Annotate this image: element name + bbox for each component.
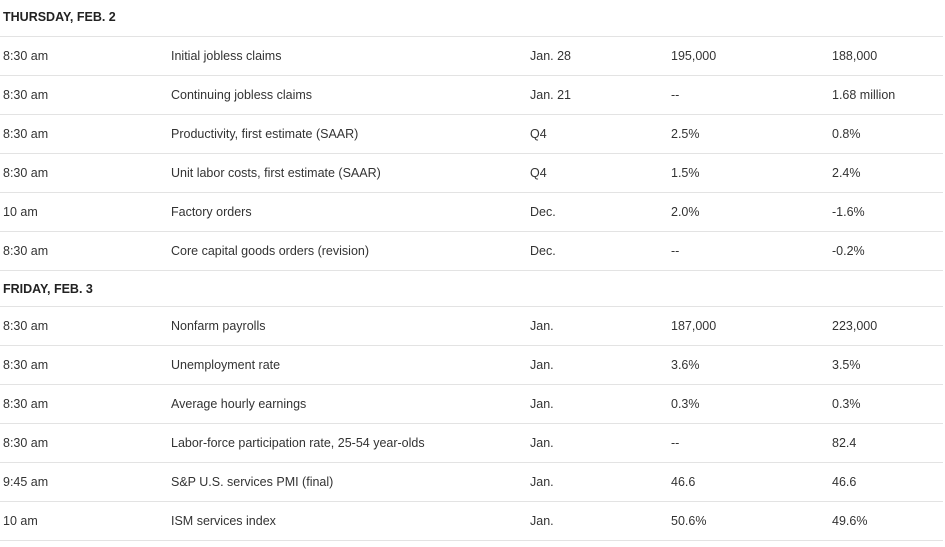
period-cell: Jan. [530, 475, 554, 489]
time-cell: 8:30 am [3, 166, 49, 180]
period-cell: Jan. [530, 514, 554, 528]
median-forecast-cell: 195,000 [671, 49, 717, 63]
period-cell: Dec. [530, 244, 556, 258]
time-cell: 8:30 am [3, 358, 49, 372]
period-cell: Q4 [530, 166, 547, 180]
previous-value-cell: 3.5% [832, 358, 861, 372]
median-forecast-cell: 0.3% [671, 397, 700, 411]
time-cell: 8:30 am [3, 244, 49, 258]
previous-value-cell: -0.2% [832, 244, 865, 258]
table-row: 8:30 am Continuing jobless claims Jan. 2… [0, 76, 943, 115]
day-header-friday: FRIDAY, FEB. 3 [0, 271, 943, 307]
report-cell: Factory orders [171, 205, 252, 219]
report-cell: Initial jobless claims [171, 49, 282, 63]
report-cell: Nonfarm payrolls [171, 319, 266, 333]
period-cell: Jan. [530, 397, 554, 411]
period-cell: Dec. [530, 205, 556, 219]
table-row: 8:30 am Productivity, first estimate (SA… [0, 115, 943, 154]
time-cell: 10 am [3, 514, 38, 528]
time-cell: 8:30 am [3, 319, 49, 333]
table-row: 8:30 am Core capital goods orders (revis… [0, 232, 943, 271]
report-cell: Unemployment rate [171, 358, 281, 372]
table-row: 10 am ISM services index Jan. 50.6% 49.6… [0, 502, 943, 541]
median-forecast-cell: 50.6% [671, 514, 707, 528]
previous-value-cell: 0.3% [832, 397, 861, 411]
report-cell: S&P U.S. services PMI (final) [171, 475, 334, 489]
time-cell: 8:30 am [3, 397, 49, 411]
report-cell: Continuing jobless claims [171, 88, 313, 102]
report-cell: Core capital goods orders (revision) [171, 244, 370, 258]
median-forecast-cell: 1.5% [671, 166, 700, 180]
table-row: 8:30 am Average hourly earnings Jan. 0.3… [0, 385, 943, 424]
previous-value-cell: 188,000 [832, 49, 878, 63]
period-cell: Jan. 21 [530, 88, 572, 102]
median-forecast-cell: 46.6 [671, 475, 696, 489]
report-cell: Productivity, first estimate (SAAR) [171, 127, 359, 141]
previous-value-cell: 49.6% [832, 514, 868, 528]
table-row: 9:45 am S&P U.S. services PMI (final) Ja… [0, 463, 943, 502]
table-row: 8:30 am Initial jobless claims Jan. 28 1… [0, 37, 943, 76]
median-forecast-cell: -- [671, 244, 680, 258]
previous-value-cell: 0.8% [832, 127, 861, 141]
previous-value-cell: 1.68 million [832, 88, 896, 102]
table-row: 8:30 am Nonfarm payrolls Jan. 187,000 22… [0, 307, 943, 346]
period-cell: Jan. [530, 358, 554, 372]
median-forecast-cell: 3.6% [671, 358, 700, 372]
day-header-thursday: THURSDAY, FEB. 2 [0, 0, 943, 37]
median-forecast-cell: 2.0% [671, 205, 700, 219]
period-cell: Q4 [530, 127, 547, 141]
previous-value-cell: 46.6 [832, 475, 857, 489]
time-cell: 8:30 am [3, 127, 49, 141]
median-forecast-cell: -- [671, 88, 680, 102]
median-forecast-cell: 187,000 [671, 319, 717, 333]
time-cell: 9:45 am [3, 475, 49, 489]
previous-value-cell: 223,000 [832, 319, 878, 333]
median-forecast-cell: -- [671, 436, 680, 450]
period-cell: Jan. [530, 436, 554, 450]
period-cell: Jan. [530, 319, 554, 333]
table-row: 8:30 am Labor-force participation rate, … [0, 424, 943, 463]
time-cell: 8:30 am [3, 436, 49, 450]
report-cell: Average hourly earnings [171, 397, 307, 411]
previous-value-cell: 82.4 [832, 436, 857, 450]
time-cell: 10 am [3, 205, 38, 219]
table-row: 8:30 am Unit labor costs, first estimate… [0, 154, 943, 193]
table-row: 10 am Factory orders Dec. 2.0% -1.6% [0, 193, 943, 232]
report-cell: Unit labor costs, first estimate (SAAR) [171, 166, 381, 180]
previous-value-cell: 2.4% [832, 166, 861, 180]
period-cell: Jan. 28 [530, 49, 572, 63]
median-forecast-cell: 2.5% [671, 127, 700, 141]
table-row: 8:30 am Unemployment rate Jan. 3.6% 3.5% [0, 346, 943, 385]
report-cell: ISM services index [171, 514, 276, 528]
time-cell: 8:30 am [3, 88, 49, 102]
time-cell: 8:30 am [3, 49, 49, 63]
report-cell: Labor-force participation rate, 25-54 ye… [171, 436, 425, 450]
previous-value-cell: -1.6% [832, 205, 865, 219]
